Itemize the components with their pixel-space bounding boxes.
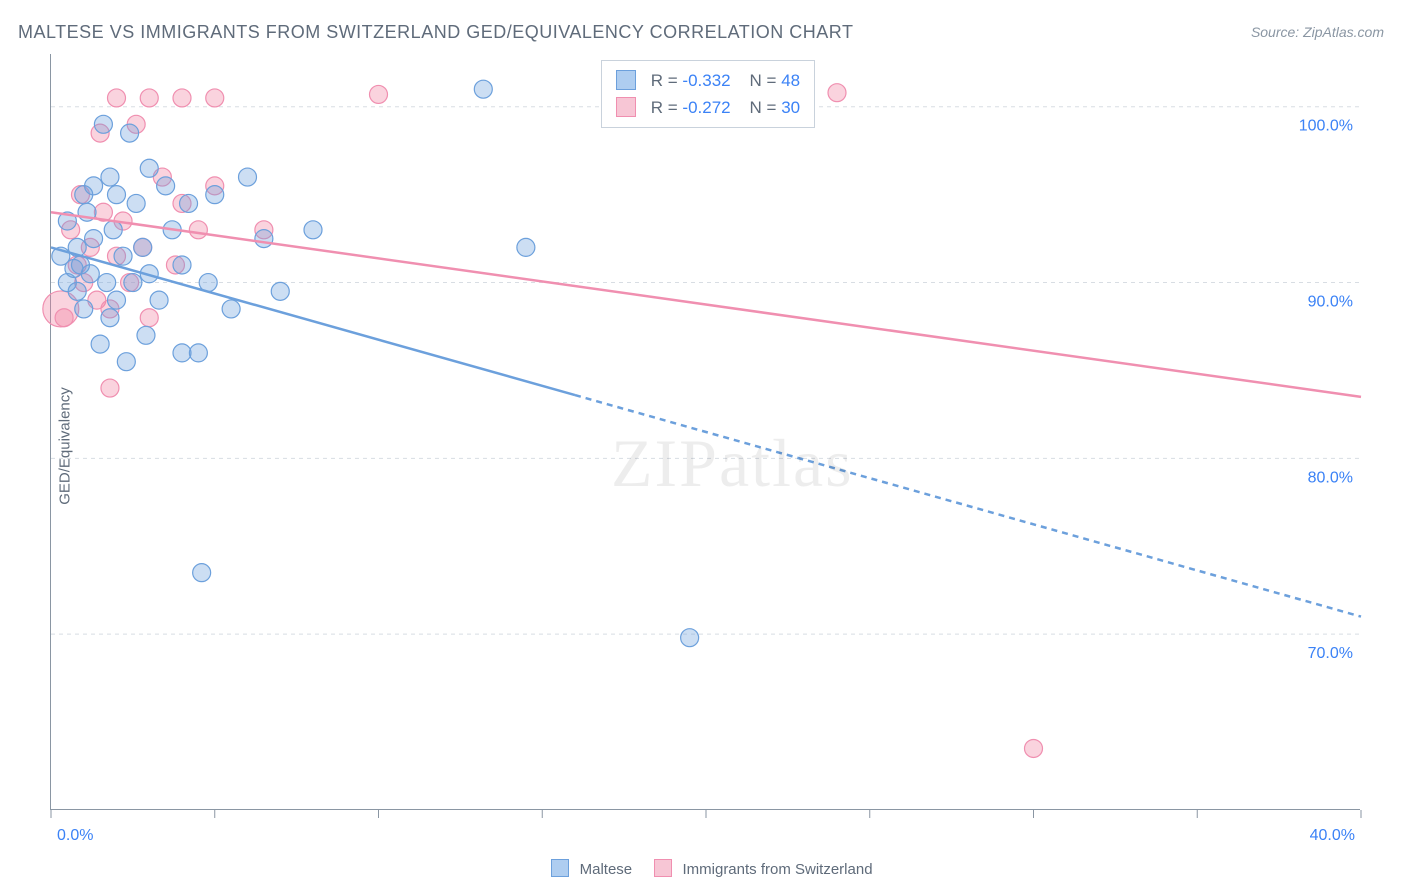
stats-row-series2: R = -0.272 N = 30 xyxy=(616,94,800,121)
series1-n-value: 48 xyxy=(781,71,800,90)
plot-svg: 70.0%80.0%90.0%100.0%0.0%40.0% xyxy=(51,54,1360,809)
swatch-series1-icon xyxy=(551,859,569,877)
r-label: R = xyxy=(651,98,678,117)
chart-title: MALTESE VS IMMIGRANTS FROM SWITZERLAND G… xyxy=(18,22,853,43)
series2-r-value: -0.272 xyxy=(682,98,730,117)
r-label: R = xyxy=(651,71,678,90)
stats-row-series1: R = -0.332 N = 48 xyxy=(616,67,800,94)
svg-text:90.0%: 90.0% xyxy=(1308,294,1353,311)
svg-text:70.0%: 70.0% xyxy=(1308,645,1353,662)
series1-r-value: -0.332 xyxy=(682,71,730,90)
legend-series2-label: Immigrants from Switzerland xyxy=(682,861,872,878)
source-caption: Source: ZipAtlas.com xyxy=(1251,24,1384,40)
series2-n-value: 30 xyxy=(781,98,800,117)
plot-area: 70.0%80.0%90.0%100.0%0.0%40.0% ZIPatlas … xyxy=(50,54,1360,810)
swatch-series2-icon xyxy=(616,97,636,117)
legend-series1-label: Maltese xyxy=(580,861,633,878)
bottom-legend: Maltese Immigrants from Switzerland xyxy=(0,859,1406,878)
svg-text:100.0%: 100.0% xyxy=(1299,118,1353,135)
svg-text:0.0%: 0.0% xyxy=(57,827,93,844)
svg-text:80.0%: 80.0% xyxy=(1308,469,1353,486)
n-label: N = xyxy=(750,71,777,90)
svg-text:40.0%: 40.0% xyxy=(1310,827,1355,844)
n-label: N = xyxy=(750,98,777,117)
swatch-series1-icon xyxy=(616,70,636,90)
stats-legend-box: R = -0.332 N = 48 R = -0.272 N = 30 xyxy=(601,60,815,128)
swatch-series2-icon xyxy=(654,859,672,877)
